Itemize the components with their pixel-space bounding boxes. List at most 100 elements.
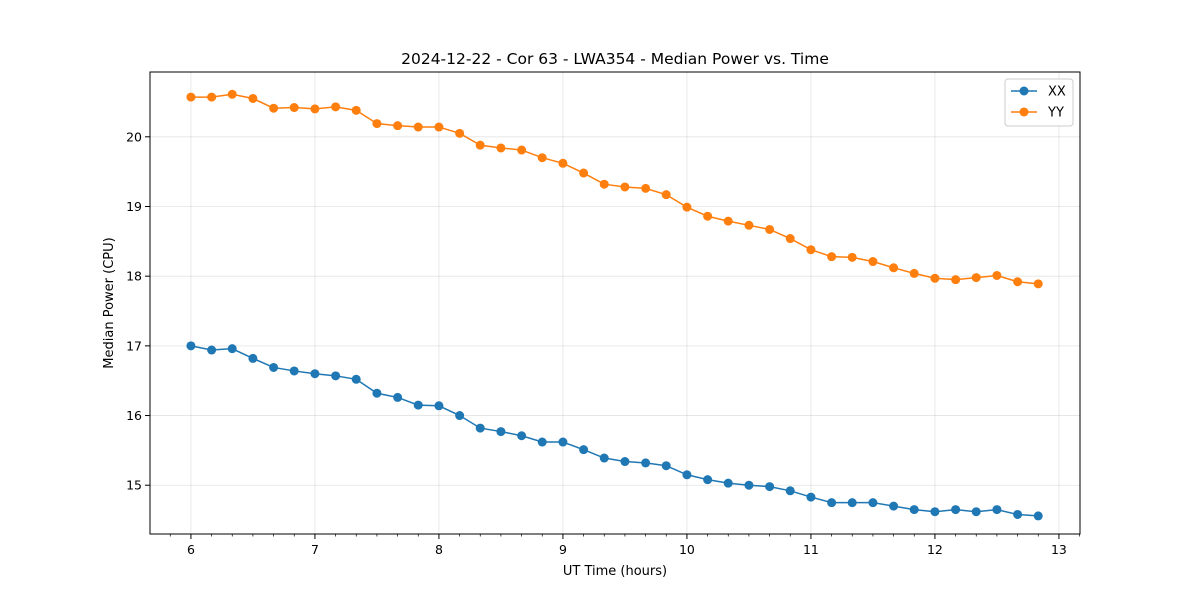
- grid: [150, 72, 1080, 534]
- y-tick-label: 16: [126, 408, 142, 423]
- y-tick-label: 18: [126, 269, 142, 284]
- data-point-xx: [558, 437, 568, 447]
- data-point-xx: [269, 362, 279, 372]
- data-point-xx: [248, 353, 258, 363]
- data-point-xx: [806, 492, 816, 502]
- data-point-xx: [847, 498, 857, 508]
- data-point-yy: [599, 179, 609, 189]
- data-point-xx: [599, 453, 609, 463]
- y-tick-label: 17: [126, 338, 142, 353]
- data-point-xx: [372, 388, 382, 398]
- data-point-yy: [847, 252, 857, 262]
- data-point-xx: [889, 501, 899, 511]
- data-point-xx: [641, 458, 651, 468]
- data-point-yy: [186, 92, 196, 102]
- data-point-xx: [971, 507, 981, 517]
- data-point-yy: [269, 103, 279, 113]
- data-point-xx: [703, 475, 713, 485]
- data-point-yy: [992, 270, 1002, 280]
- x-tick-label: 7: [311, 542, 319, 557]
- data-point-xx: [682, 470, 692, 480]
- x-tick-label: 13: [1051, 542, 1067, 557]
- data-point-yy: [703, 211, 713, 221]
- data-point-yy: [868, 257, 878, 267]
- data-point-yy: [1013, 277, 1023, 287]
- x-tick-label: 12: [927, 542, 943, 557]
- legend-label-xx: XX: [1048, 85, 1066, 100]
- x-axis-label: UT Time (hours): [563, 564, 667, 579]
- data-point-yy: [827, 252, 837, 262]
- data-point-yy: [951, 275, 961, 285]
- data-point-xx: [393, 392, 403, 402]
- data-point-xx: [909, 505, 919, 515]
- data-point-yy: [310, 104, 320, 114]
- legend: XX YY: [1004, 78, 1074, 127]
- data-point-yy: [475, 140, 485, 150]
- x-tick-label: 11: [803, 542, 819, 557]
- data-point-xx: [434, 401, 444, 411]
- data-point-xx: [827, 498, 837, 508]
- data-point-xx: [992, 505, 1002, 515]
- data-point-xx: [951, 505, 961, 515]
- data-point-yy: [971, 273, 981, 283]
- data-point-yy: [765, 224, 775, 234]
- data-point-xx: [207, 345, 217, 355]
- x-tick-label: 10: [679, 542, 695, 557]
- data-point-yy: [723, 216, 733, 226]
- data-point-xx: [579, 445, 589, 455]
- data-point-xx: [1013, 509, 1023, 519]
- data-point-xx: [186, 341, 196, 351]
- data-point-xx: [785, 486, 795, 496]
- data-point-xx: [289, 366, 299, 376]
- data-point-yy: [289, 103, 299, 113]
- series-layer: [186, 89, 1043, 521]
- series-xx: [186, 341, 1043, 521]
- x-tick-label: 8: [435, 542, 443, 557]
- data-point-yy: [413, 122, 423, 132]
- data-point-xx: [227, 344, 237, 354]
- data-point-yy: [661, 190, 671, 200]
- data-point-xx: [537, 437, 547, 447]
- data-point-yy: [682, 202, 692, 212]
- data-point-xx: [868, 498, 878, 508]
- data-point-xx: [517, 431, 527, 441]
- data-point-xx: [475, 423, 485, 433]
- data-point-xx: [413, 400, 423, 410]
- data-point-yy: [248, 93, 258, 103]
- data-point-yy: [641, 183, 651, 193]
- data-point-yy: [909, 268, 919, 278]
- data-point-xx: [455, 411, 465, 421]
- data-point-yy: [806, 245, 816, 255]
- data-point-xx: [331, 371, 341, 381]
- data-point-yy: [620, 182, 630, 192]
- data-point-yy: [558, 158, 568, 168]
- data-point-xx: [765, 482, 775, 492]
- data-point-yy: [434, 122, 444, 132]
- data-point-yy: [351, 105, 361, 115]
- series-yy: [186, 89, 1043, 289]
- data-point-yy: [579, 168, 589, 178]
- y-tick-label: 20: [126, 129, 142, 144]
- data-point-yy: [1033, 279, 1043, 289]
- data-point-yy: [207, 92, 217, 102]
- data-point-yy: [517, 145, 527, 155]
- y-axis: 15 16 17 18 19 20: [126, 129, 150, 493]
- y-tick-label: 15: [126, 478, 142, 493]
- data-point-yy: [372, 119, 382, 129]
- data-point-yy: [331, 102, 341, 112]
- data-point-xx: [1033, 511, 1043, 521]
- plot-frame: [149, 71, 1081, 535]
- data-point-xx: [310, 369, 320, 379]
- y-tick-label: 19: [126, 199, 142, 214]
- data-point-yy: [393, 121, 403, 131]
- data-point-yy: [496, 143, 506, 153]
- data-point-xx: [744, 480, 754, 490]
- data-point-yy: [455, 128, 465, 138]
- y-axis-label: Median Power (CPU): [102, 237, 117, 368]
- data-point-yy: [889, 263, 899, 273]
- data-point-xx: [620, 457, 630, 467]
- data-point-xx: [930, 507, 940, 517]
- data-point-yy: [537, 153, 547, 163]
